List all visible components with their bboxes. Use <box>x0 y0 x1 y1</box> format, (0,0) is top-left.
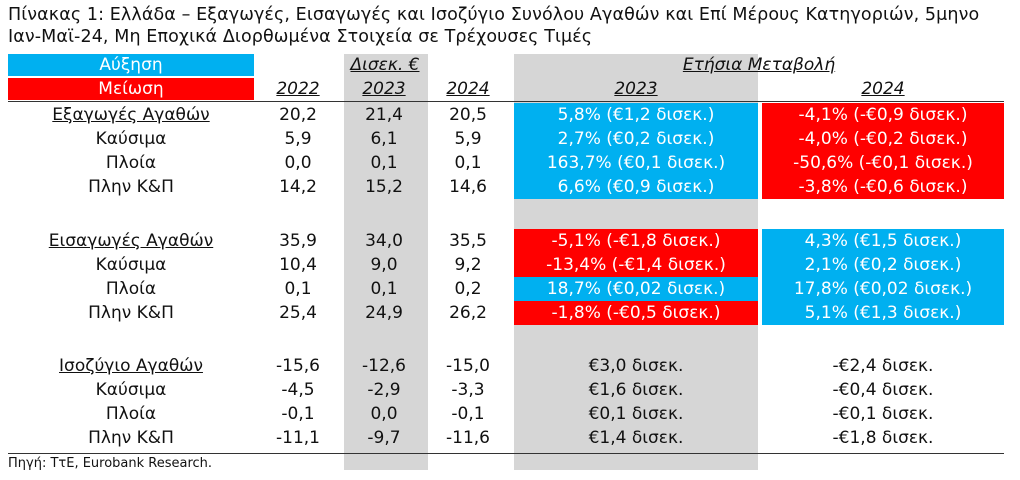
table-row: Πλοία 0,1 0,1 0,2 18,7% (€0,02 δισεκ.) 1… <box>0 277 1020 301</box>
value-2024: -0,1 <box>451 404 485 424</box>
value-2024: 9,2 <box>454 255 482 275</box>
table-title: Πίνακας 1: Ελλάδα – Εξαγωγές, Εισαγωγές … <box>8 5 980 47</box>
value-2024: 26,2 <box>449 303 487 323</box>
source-note: Πηγή: ΤτΕ, Eurobank Research. <box>8 456 213 471</box>
value-2023: 21,4 <box>365 105 403 125</box>
value-2023: -9,7 <box>367 428 401 448</box>
row-label: Πλοία <box>105 153 157 173</box>
change-2023: €3,0 δισεκ. <box>588 356 684 376</box>
shade-col-2023 <box>344 54 428 470</box>
value-2023: -2,9 <box>367 380 401 400</box>
value-2023: 34,0 <box>365 231 403 251</box>
footer-separator <box>8 453 1004 454</box>
change-2024: 2,1% (€0,2 δισεκ.) <box>762 253 1004 277</box>
row-label: Καύσιμα <box>95 255 167 275</box>
table-row: Πλην Κ&Π 14,2 15,2 14,6 6,6% (€0,9 δισεκ… <box>0 175 1020 199</box>
value-2023: 9,0 <box>370 255 398 275</box>
change-2024: -3,8% (-€0,6 δισεκ.) <box>762 175 1004 199</box>
change-2023: -1,8% (-€0,5 δισεκ.) <box>514 301 758 325</box>
value-2022: 5,9 <box>284 129 312 149</box>
table-row: Πλοία 0,0 0,1 0,1 163,7% (€0,1 δισεκ.) -… <box>0 151 1020 175</box>
value-2022: -15,6 <box>276 356 320 376</box>
change-2023: €1,4 δισεκ. <box>588 428 684 448</box>
table-row: Καύσιμα -4,5 -2,9 -3,3 €1,6 δισεκ. -€0,4… <box>0 378 1020 402</box>
table-row: Καύσιμα 10,4 9,0 9,2 -13,4% (-€1,4 δισεκ… <box>0 253 1020 277</box>
value-2024: 35,5 <box>449 231 487 251</box>
change-2023: 18,7% (€0,02 δισεκ.) <box>514 277 758 301</box>
header-year-2024: 2024 <box>446 79 490 99</box>
row-label: Εξαγωγές Αγαθών <box>52 105 210 125</box>
header-level-group: Δισεκ. € <box>350 55 420 75</box>
change-2023: 5,8% (€1,2 δισεκ.) <box>514 103 758 127</box>
value-2024: -3,3 <box>451 380 485 400</box>
value-2024: 5,9 <box>454 129 482 149</box>
value-2023: 6,1 <box>370 129 398 149</box>
row-label: Πλην Κ&Π <box>88 177 174 197</box>
change-2023: -13,4% (-€1,4 δισεκ.) <box>514 253 758 277</box>
value-2023: -12,6 <box>362 356 406 376</box>
table-row: Εξαγωγές Αγαθών 20,2 21,4 20,5 5,8% (€1,… <box>0 103 1020 127</box>
value-2023: 0,1 <box>370 153 398 173</box>
change-2024: -4,0% (-€0,2 δισεκ.) <box>762 127 1004 151</box>
table-row: Καύσιμα 5,9 6,1 5,9 2,7% (€0,2 δισεκ.) -… <box>0 127 1020 151</box>
value-2024: -15,0 <box>446 356 490 376</box>
change-2024: -€0,4 δισεκ. <box>832 380 934 400</box>
change-2024: -50,6% (-€0,1 δισεκ.) <box>762 151 1004 175</box>
change-2023: €1,6 δισεκ. <box>588 380 684 400</box>
header-change-group: Ετήσια Μεταβολή <box>682 55 836 75</box>
row-label: Καύσιμα <box>95 129 167 149</box>
change-2023: -5,1% (-€1,8 δισεκ.) <box>514 229 758 253</box>
table-row: Πλην Κ&Π -11,1 -9,7 -11,6 €1,4 δισεκ. -€… <box>0 426 1020 450</box>
row-label: Ισοζύγιο Αγαθών <box>59 356 203 376</box>
row-label: Εισαγωγές Αγαθών <box>48 231 214 251</box>
header-change-2024: 2024 <box>861 79 905 99</box>
value-2023: 0,1 <box>370 279 398 299</box>
header-year-2022: 2022 <box>276 79 320 99</box>
value-2024: 0,1 <box>454 153 482 173</box>
table-row: Πλην Κ&Π 25,4 24,9 26,2 -1,8% (-€0,5 δισ… <box>0 301 1020 325</box>
value-2024: -11,6 <box>446 428 490 448</box>
change-2024: -4,1% (-€0,9 δισεκ.) <box>762 103 1004 127</box>
value-2022: 35,9 <box>279 231 317 251</box>
header-separator <box>8 101 1004 102</box>
table-row: Ισοζύγιο Αγαθών -15,6 -12,6 -15,0 €3,0 δ… <box>0 354 1020 378</box>
table-row: Εισαγωγές Αγαθών 35,9 34,0 35,5 -5,1% (-… <box>0 229 1020 253</box>
change-2024: 5,1% (€1,3 δισεκ.) <box>762 301 1004 325</box>
change-2024: -€0,1 δισεκ. <box>832 404 934 424</box>
value-2022: 0,0 <box>284 153 312 173</box>
change-2023: 2,7% (€0,2 δισεκ.) <box>514 127 758 151</box>
value-2024: 0,2 <box>454 279 482 299</box>
value-2023: 24,9 <box>365 303 403 323</box>
legend-increase: Αύξηση <box>8 54 254 76</box>
change-2024: 17,8% (€0,02 δισεκ.) <box>762 277 1004 301</box>
table-row: Πλοία -0,1 0,0 -0,1 €0,1 δισεκ. -€0,1 δι… <box>0 402 1020 426</box>
value-2023: 15,2 <box>365 177 403 197</box>
value-2023: 0,0 <box>370 404 398 424</box>
value-2022: 20,2 <box>279 105 317 125</box>
value-2022: -4,5 <box>281 380 315 400</box>
row-label: Καύσιμα <box>95 380 167 400</box>
change-2024: 4,3% (€1,5 δισεκ.) <box>762 229 1004 253</box>
row-label: Πλην Κ&Π <box>88 428 174 448</box>
header-change-2023: 2023 <box>614 79 658 99</box>
row-label: Πλοία <box>105 404 157 424</box>
legend-decrease: Μείωση <box>8 78 254 100</box>
value-2022: 14,2 <box>279 177 317 197</box>
value-2022: 0,1 <box>284 279 312 299</box>
value-2024: 14,6 <box>449 177 487 197</box>
value-2022: 25,4 <box>279 303 317 323</box>
value-2022: 10,4 <box>279 255 317 275</box>
row-label: Πλην Κ&Π <box>88 303 174 323</box>
row-label: Πλοία <box>105 279 157 299</box>
change-2023: 6,6% (€0,9 δισεκ.) <box>514 175 758 199</box>
change-2023: 163,7% (€0,1 δισεκ.) <box>514 151 758 175</box>
change-2024: -€2,4 δισεκ. <box>832 356 934 376</box>
change-2023: €0,1 δισεκ. <box>588 404 684 424</box>
header-year-2023: 2023 <box>362 79 406 99</box>
change-2024: -€1,8 δισεκ. <box>832 428 934 448</box>
value-2022: -0,1 <box>281 404 315 424</box>
value-2022: -11,1 <box>276 428 320 448</box>
value-2024: 20,5 <box>449 105 487 125</box>
